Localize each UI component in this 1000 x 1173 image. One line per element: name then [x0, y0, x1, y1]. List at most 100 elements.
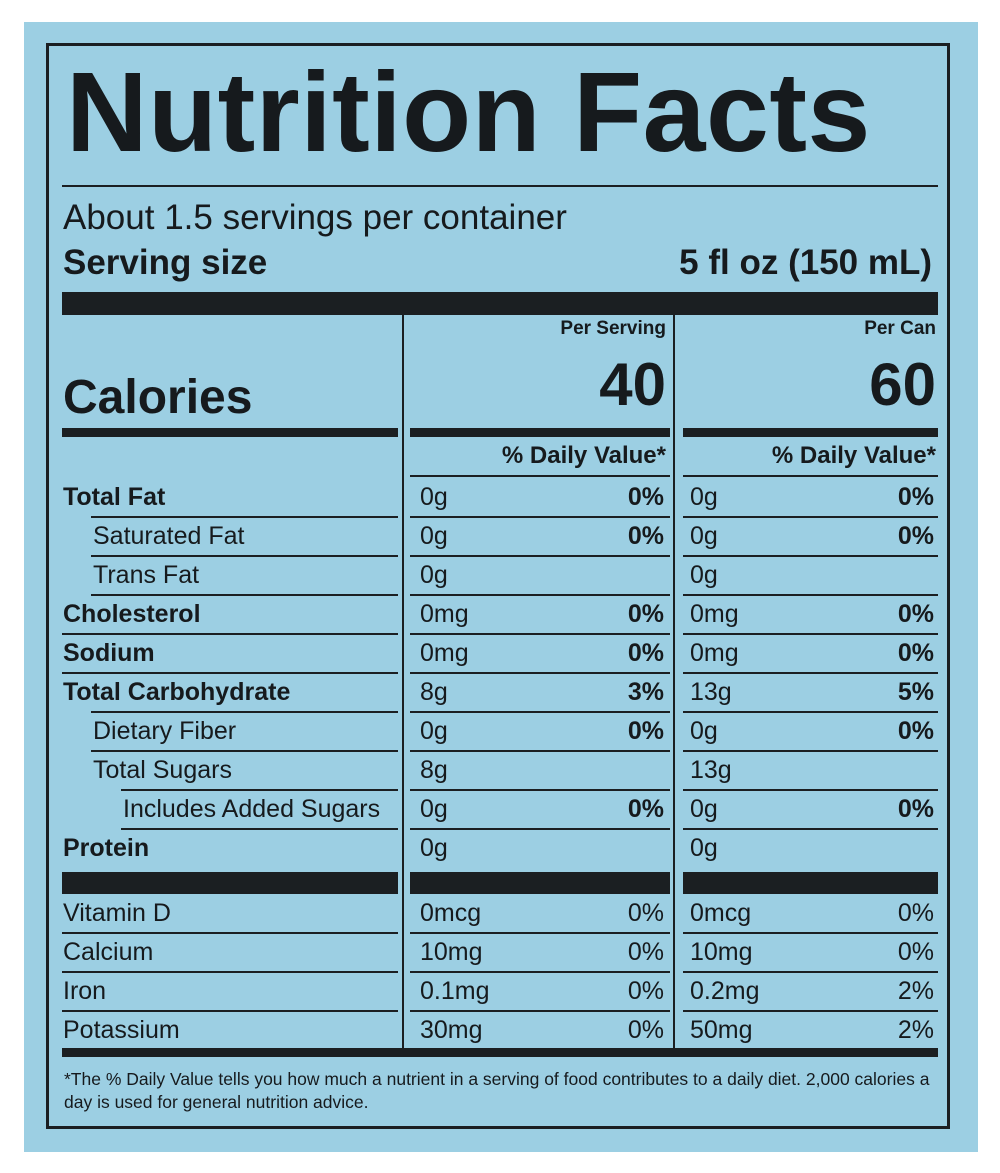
label-title: Nutrition Facts: [66, 49, 871, 175]
nutrient-name: Sodium: [63, 639, 155, 667]
per-serving-amount: 0g: [420, 795, 448, 823]
vitamin-row: Vitamin D 0mcg 0% 0mcg 0%: [0, 894, 1000, 932]
row-rule: [121, 789, 398, 791]
per-can-daily-value: 2%: [897, 1016, 934, 1044]
vitamin-row: Calcium 10mg 0% 10mg 0%: [0, 933, 1000, 971]
row-rule: [683, 516, 938, 518]
row-rule: [683, 555, 938, 557]
row-rule: [683, 789, 938, 791]
nutrient-name: Total Carbohydrate: [63, 678, 291, 706]
row-rule: [683, 711, 938, 713]
row-rule: [410, 555, 670, 557]
title-rule: [62, 185, 938, 187]
row-rule: [410, 711, 670, 713]
per-can-amount: 13g: [690, 756, 732, 784]
per-serving-header: Per Serving: [560, 318, 666, 339]
nutrient-row: Sodium 0mg 0% 0mg 0%: [0, 634, 1000, 672]
vitamin-row: Iron 0.1mg 0% 0.2mg 2%: [0, 972, 1000, 1010]
column-divider-1: [402, 315, 404, 1055]
row-rule: [62, 672, 398, 674]
serving-size-value: 5 fl oz (150 mL): [679, 243, 932, 282]
per-serving-amount: 0g: [420, 834, 448, 862]
thick-rule-top: [62, 292, 938, 315]
calories-rule-left: [62, 428, 398, 437]
nutrient-name: Saturated Fat: [93, 522, 245, 550]
per-can-daily-value: 2%: [897, 977, 934, 1005]
per-can-amount: 0mcg: [690, 899, 752, 927]
calories-rule-right: [683, 428, 938, 437]
per-serving-amount: 8g: [420, 678, 448, 706]
row-rule: [683, 633, 938, 635]
per-serving-daily-value: 0%: [627, 483, 664, 511]
per-can-header: Per Can: [864, 318, 936, 339]
per-can-daily-value: 5%: [897, 678, 934, 706]
row-rule: [121, 828, 398, 830]
per-serving-daily-value: 3%: [627, 678, 664, 706]
row-rule: [91, 516, 398, 518]
per-serving-daily-value: 0%: [627, 899, 664, 927]
per-serving-amount: 0.1mg: [420, 977, 490, 1005]
nutrition-label-border: [46, 43, 950, 1129]
nutrient-row: Total Fat 0g 0% 0g 0%: [0, 478, 1000, 516]
per-can-amount: 0g: [690, 483, 718, 511]
per-can-daily-value: 0%: [897, 522, 934, 550]
row-rule: [62, 932, 398, 934]
per-serving-daily-value: 0%: [627, 795, 664, 823]
per-serving-amount: 0g: [420, 522, 448, 550]
per-serving-daily-value: 0%: [627, 522, 664, 550]
row-rule: [683, 594, 938, 596]
calories-per-can: 60: [869, 351, 936, 418]
per-can-amount: 0g: [690, 561, 718, 589]
daily-value-footnote: *The % Daily Value tells you how much a …: [64, 1069, 930, 1112]
nutrient-row: Total Carbohydrate 8g 3% 13g 5%: [0, 673, 1000, 711]
daily-value-header-can: % Daily Value*: [771, 442, 936, 469]
per-serving-amount: 0mg: [420, 639, 469, 667]
per-serving-daily-value: 0%: [627, 639, 664, 667]
per-serving-amount: 0mcg: [420, 899, 482, 927]
per-serving-amount: 30mg: [420, 1016, 483, 1044]
row-rule: [410, 672, 670, 674]
calories-rule-mid: [410, 428, 670, 437]
per-serving-daily-value: 0%: [627, 1016, 664, 1044]
nutrient-row: Total Sugars 8g 13g: [0, 751, 1000, 789]
per-can-amount: 0mg: [690, 600, 739, 628]
nutrient-row: Includes Added Sugars 0g 0% 0g 0%: [0, 790, 1000, 828]
nutrient-name: Cholesterol: [63, 600, 201, 628]
row-rule: [683, 971, 938, 973]
per-serving-daily-value: 0%: [627, 600, 664, 628]
column-divider-2: [673, 315, 675, 1055]
per-can-daily-value: 0%: [897, 639, 934, 667]
row-rule: [91, 594, 398, 596]
per-serving-amount: 0mg: [420, 600, 469, 628]
per-serving-daily-value: 0%: [627, 717, 664, 745]
nutrient-name: Trans Fat: [93, 561, 200, 589]
per-can-amount: 0mg: [690, 639, 739, 667]
row-rule: [91, 555, 398, 557]
row-rule: [62, 633, 398, 635]
nutrient-name: Total Fat: [63, 483, 166, 511]
row-rule: [91, 711, 398, 713]
nutrient-row: Cholesterol 0mg 0% 0mg 0%: [0, 595, 1000, 633]
nutrient-row: Trans Fat 0g 0g: [0, 556, 1000, 594]
nutrient-name: Protein: [63, 834, 150, 862]
nutrient-name: Total Sugars: [93, 756, 232, 784]
per-can-amount: 0.2mg: [690, 977, 760, 1005]
dv-header-rule-mid: [410, 475, 670, 477]
nutrient-name: Dietary Fiber: [93, 717, 237, 745]
per-serving-amount: 0g: [420, 483, 448, 511]
row-rule: [683, 1010, 938, 1012]
label-background: [24, 22, 978, 1152]
vitamin-name: Vitamin D: [63, 899, 171, 927]
vitamin-name: Potassium: [63, 1016, 180, 1044]
daily-value-header-serving: % Daily Value*: [501, 442, 666, 469]
row-rule: [62, 1010, 398, 1012]
dv-header-rule-right: [683, 475, 938, 477]
vitamin-name: Calcium: [63, 938, 154, 966]
per-can-daily-value: 0%: [897, 600, 934, 628]
nutrient-row: Dietary Fiber 0g 0% 0g 0%: [0, 712, 1000, 750]
row-rule: [410, 516, 670, 518]
per-can-amount: 0g: [690, 717, 718, 745]
nutrient-row: Protein 0g 0g: [0, 829, 1000, 867]
row-rule: [410, 633, 670, 635]
row-rule: [683, 750, 938, 752]
